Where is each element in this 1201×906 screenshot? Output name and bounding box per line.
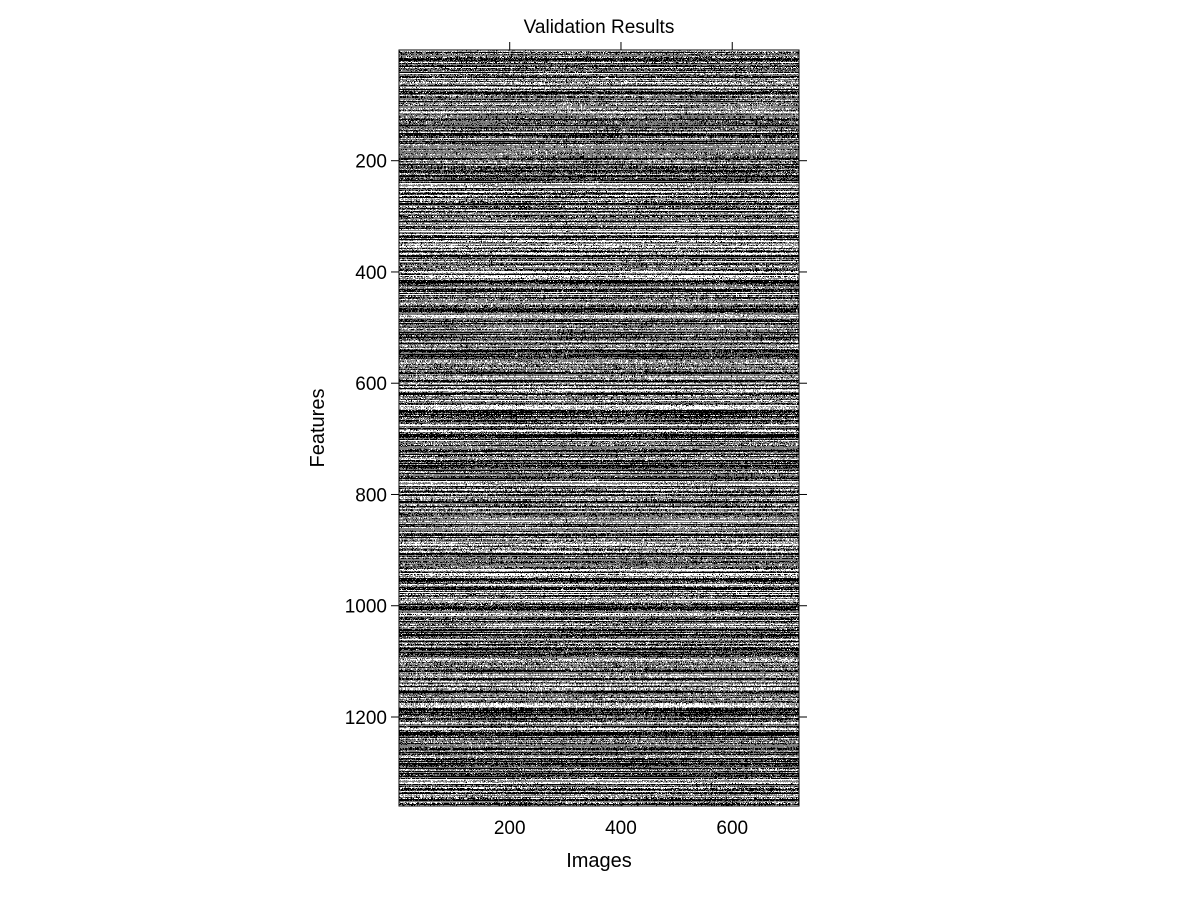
y-tick-label: 200 bbox=[355, 152, 387, 173]
x-tick-label: 600 bbox=[716, 818, 748, 839]
x-axis-ticks: 200 400 600 bbox=[494, 42, 748, 839]
y-axis-label: Features bbox=[307, 389, 329, 468]
x-tick-label: 200 bbox=[494, 818, 526, 839]
plot-frame bbox=[398, 49, 800, 807]
y-tick-label: 600 bbox=[355, 374, 387, 395]
y-tick-label: 1000 bbox=[345, 597, 387, 618]
y-tick-label: 400 bbox=[355, 263, 387, 284]
x-tick-label: 400 bbox=[605, 818, 637, 839]
y-tick-label: 1200 bbox=[345, 708, 387, 729]
heatmap-image bbox=[399, 50, 799, 806]
y-tick-label: 800 bbox=[355, 485, 387, 506]
chart-title: Validation Results bbox=[524, 17, 675, 38]
heatmap-cells bbox=[399, 50, 799, 806]
x-axis-label: Images bbox=[566, 850, 632, 872]
y-axis-ticks: 200 400 600 800 1000 1200 bbox=[345, 152, 807, 729]
